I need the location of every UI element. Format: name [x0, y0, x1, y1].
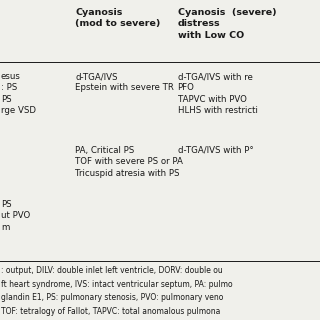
Text: esus
: PS
PS
rge VSD: esus : PS PS rge VSD — [1, 72, 36, 115]
Text: ft heart syndrome, IVS: intact ventricular septum, PA: pulmo: ft heart syndrome, IVS: intact ventricul… — [1, 280, 233, 289]
Text: PS
ut PVO
m: PS ut PVO m — [1, 200, 30, 232]
Text: TOF: tetralogy of Fallot, TAPVC: total anomalous pulmona: TOF: tetralogy of Fallot, TAPVC: total a… — [1, 307, 220, 316]
Text: d-TGA/IVS with P°: d-TGA/IVS with P° — [178, 146, 253, 155]
Text: : output, DILV: double inlet left ventricle, DORV: double ou: : output, DILV: double inlet left ventri… — [1, 266, 223, 275]
Text: Cyanosis
(mod to severe): Cyanosis (mod to severe) — [75, 8, 161, 28]
Text: glandin E1, PS: pulmonary stenosis, PVO: pulmonary veno: glandin E1, PS: pulmonary stenosis, PVO:… — [1, 293, 223, 302]
Text: d-TGA/IVS
Epstein with severe TR: d-TGA/IVS Epstein with severe TR — [75, 72, 174, 92]
Text: Cyanosis  (severe)
distress
with Low CO: Cyanosis (severe) distress with Low CO — [178, 8, 276, 40]
Text: d-TGA/IVS with re
PFO
TAPVC with PVO
HLHS with restricti: d-TGA/IVS with re PFO TAPVC with PVO HLH… — [178, 72, 258, 115]
Text: PA, Critical PS
TOF with severe PS or PA
Tricuspid atresia with PS: PA, Critical PS TOF with severe PS or PA… — [75, 146, 183, 178]
